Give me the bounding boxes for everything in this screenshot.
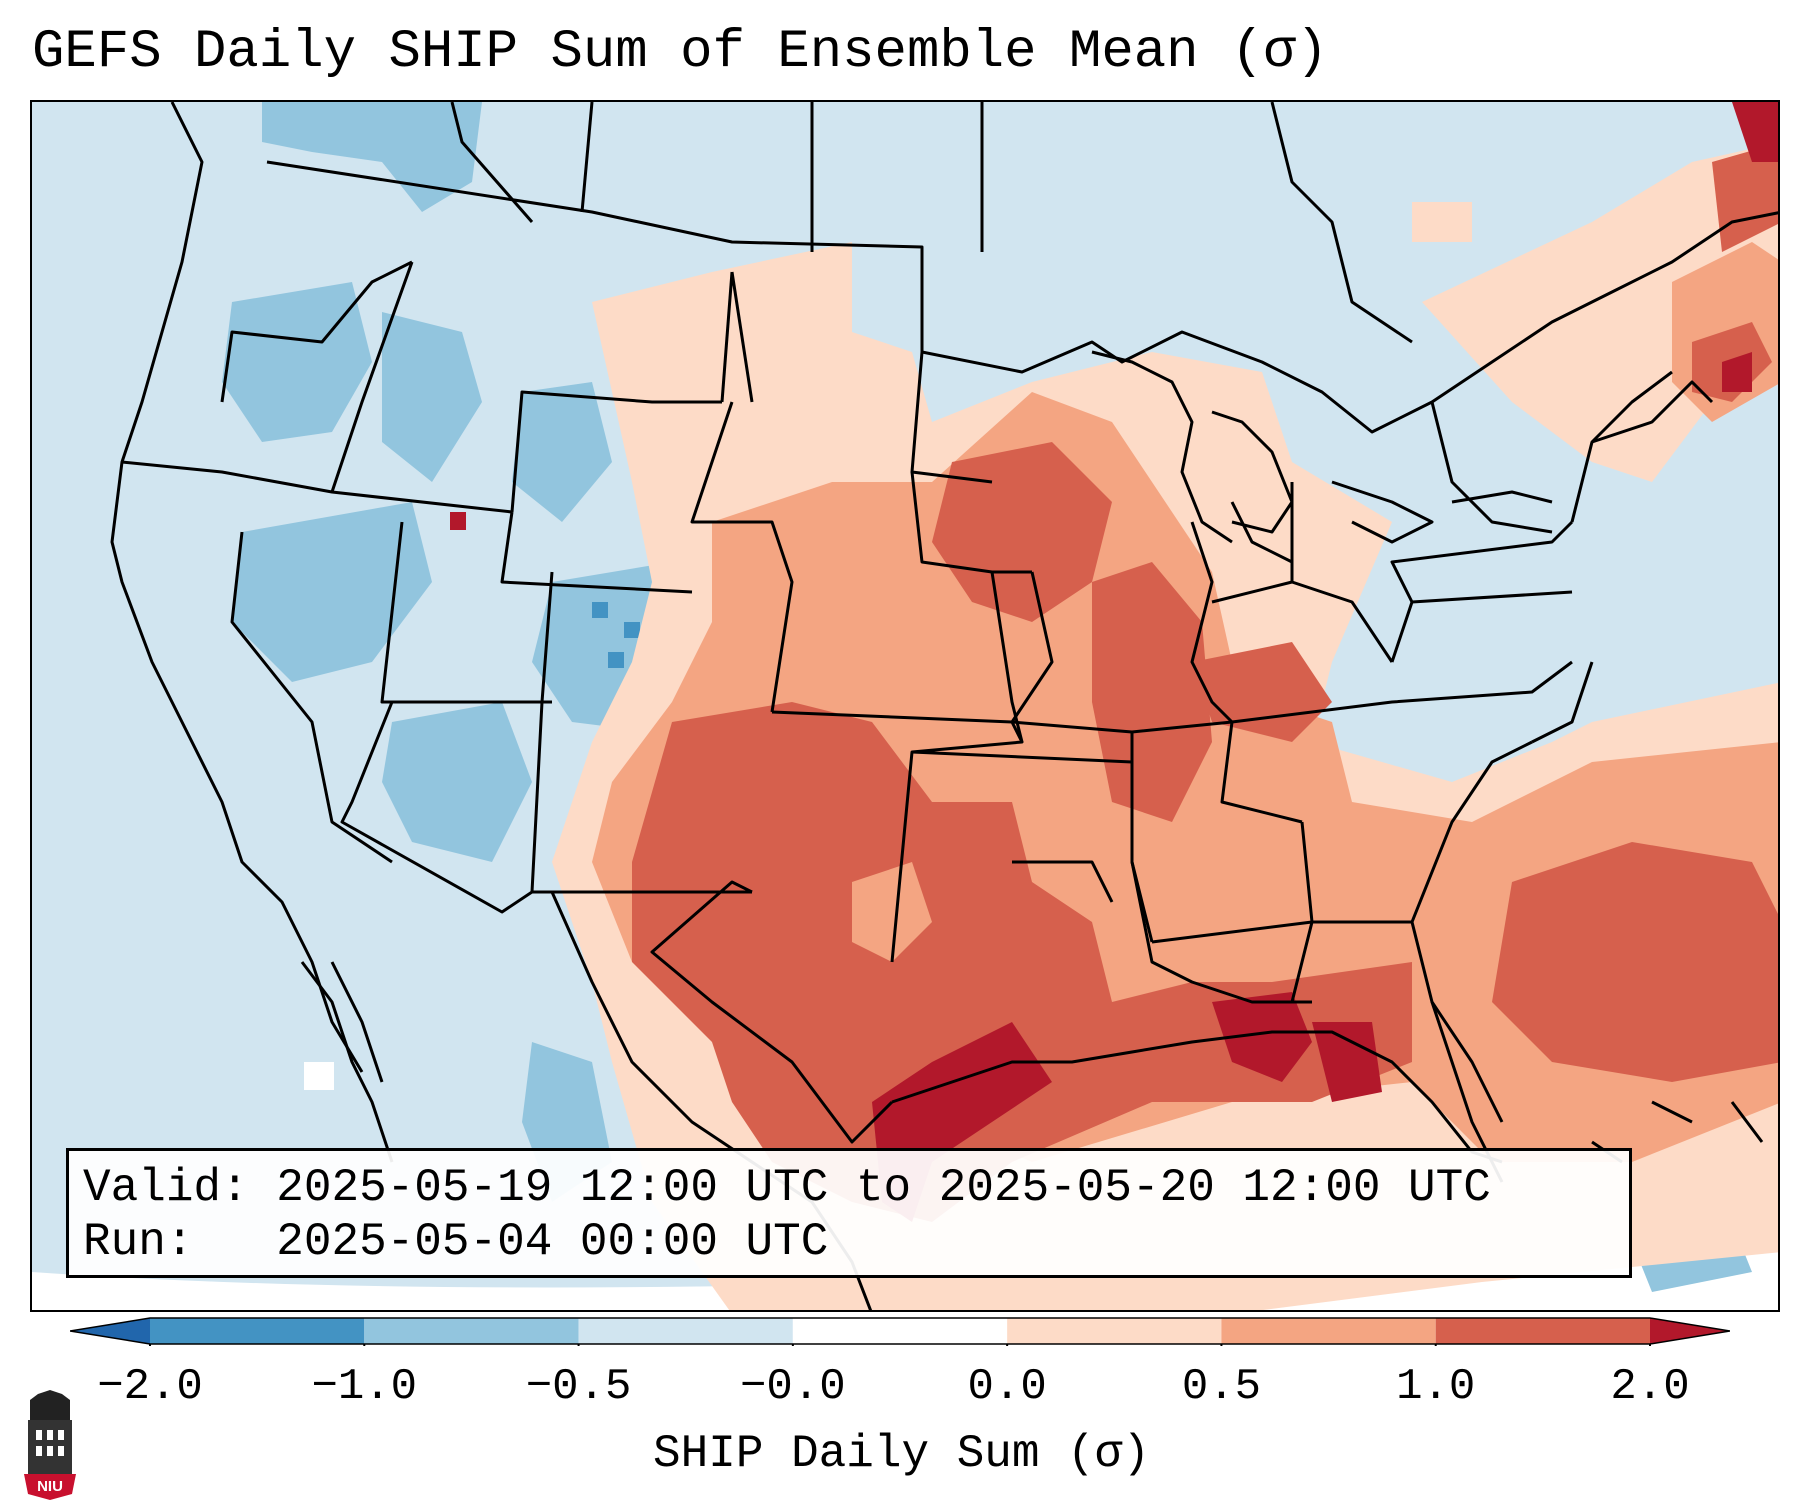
colorbar-segment (364, 1318, 579, 1344)
colorbar-segment (578, 1318, 793, 1344)
valid-value: 2025-05-19 12:00 UTC to 2025-05-20 12:00… (276, 1162, 1491, 1214)
colorbar-segment (792, 1318, 1008, 1344)
niu-logo-icon: NIU (20, 1390, 80, 1500)
run-value: 2025-05-04 00:00 UTC (276, 1216, 829, 1268)
run-label: Run: (83, 1216, 194, 1268)
inner-moderate-patches (852, 862, 932, 962)
colorbar-segment (1435, 1318, 1650, 1344)
colorbar-over-arrow (1650, 1318, 1730, 1344)
colorbar-tick-label: −1.0 (311, 1362, 418, 1412)
colorbar-tick-label: 1.0 (1396, 1362, 1476, 1412)
colorbar-tick-label: −0.0 (740, 1362, 846, 1412)
strong-positive-areas (632, 143, 1778, 1222)
colorbar-segment (1221, 1318, 1436, 1344)
colorbar-label: SHIP Daily Sum (σ) (653, 1428, 1150, 1480)
colorbar-under-arrow (70, 1318, 150, 1344)
white-spot (304, 1062, 334, 1090)
ship-anomaly-map (32, 102, 1778, 1310)
colorbar-svg (69, 1317, 1731, 1346)
colorbar-tick-label: −0.5 (525, 1362, 632, 1412)
boundaries (110, 102, 1778, 1310)
colorbar-tick-label: −2.0 (97, 1362, 203, 1412)
valid-label: Valid: (83, 1162, 249, 1214)
logo-text: NIU (37, 1478, 63, 1495)
strong-negative-spots (592, 602, 640, 668)
colorbar-tick-label: 2.0 (1610, 1362, 1690, 1412)
map-title: GEFS Daily SHIP Sum of Ensemble Mean (σ) (32, 22, 1329, 83)
map-panel[interactable] (30, 100, 1780, 1312)
colorbar-tick-label: 0.5 (1181, 1362, 1262, 1412)
colorbar-segment (150, 1318, 365, 1344)
colorbar (69, 1316, 1731, 1346)
valid-run-box: Valid: 2025-05-19 12:00 UTC to 2025-05-2… (66, 1148, 1632, 1278)
colorbar-tick-label: 0.0 (967, 1362, 1047, 1412)
colorbar-segment (1007, 1318, 1222, 1344)
